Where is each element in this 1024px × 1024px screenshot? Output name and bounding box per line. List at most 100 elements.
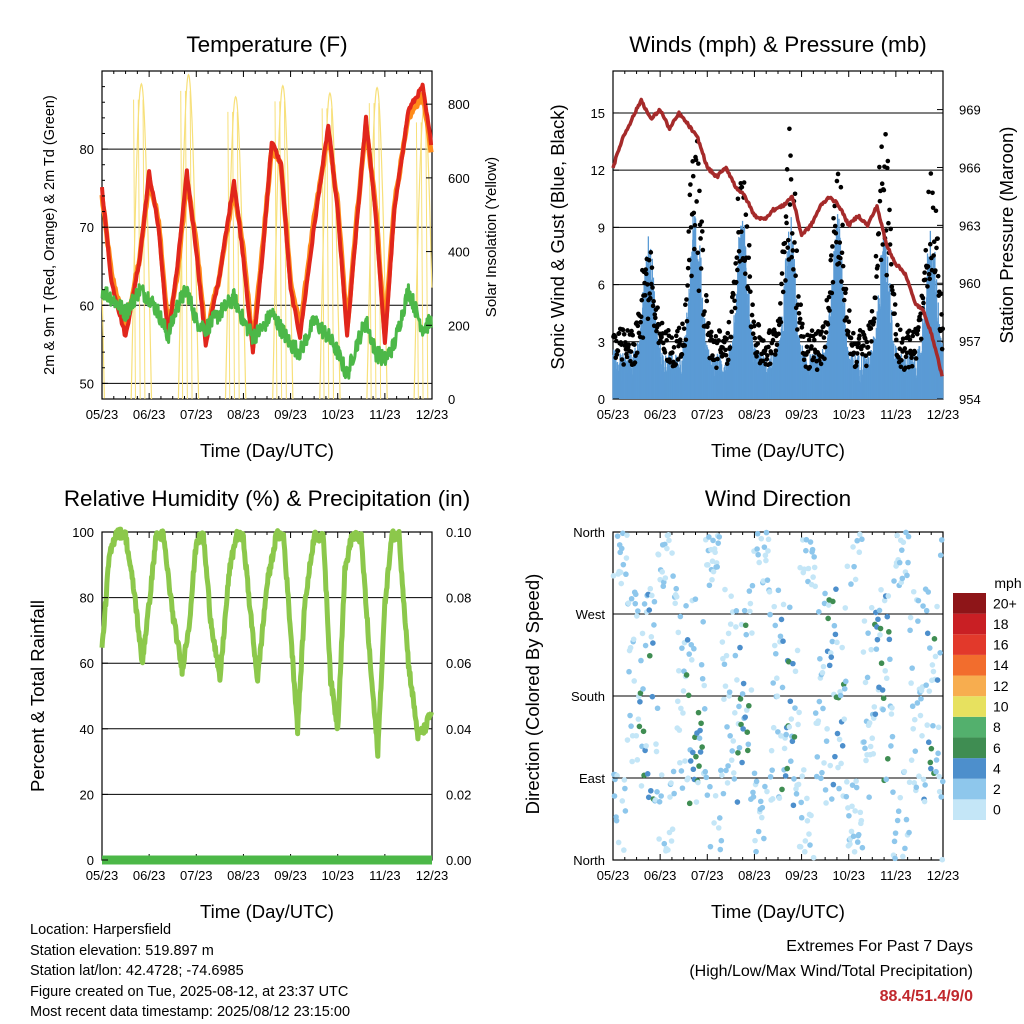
wind-direction-point	[655, 551, 662, 558]
wind-direction-point	[750, 789, 756, 796]
gust-point	[925, 264, 931, 269]
gust-point	[784, 220, 789, 226]
gust-point	[664, 338, 669, 343]
gust-point	[709, 329, 714, 335]
wind-direction-point	[733, 608, 740, 614]
wind-direction-point	[841, 716, 848, 722]
gust-point	[621, 331, 627, 337]
gust-point	[887, 207, 892, 213]
wind-direction-point	[930, 668, 937, 675]
gust-point	[632, 342, 637, 347]
wind-direction-point	[812, 710, 819, 716]
wind-direction-point	[803, 547, 809, 554]
gust-point	[735, 196, 741, 202]
gust-point	[843, 290, 848, 296]
gust-point	[831, 215, 836, 221]
wind-direction-point	[614, 772, 620, 779]
x-tick-label: 10/23	[832, 407, 865, 422]
gust-point	[939, 346, 945, 352]
gust-point	[714, 365, 719, 371]
y2-tick-label: 969	[959, 103, 981, 118]
gust-point	[774, 342, 780, 348]
wind-direction-point	[644, 771, 651, 777]
gust-point	[836, 261, 842, 266]
gust-point	[676, 325, 682, 331]
wind-direction-point	[687, 758, 694, 764]
wind-direction-point	[712, 549, 718, 556]
wind-direction-point	[690, 749, 696, 756]
wind-direction-point	[820, 663, 827, 670]
solar-spike	[184, 90, 188, 400]
wind-direction-point	[706, 582, 713, 589]
wind-direction-point	[640, 728, 647, 735]
gust-point	[871, 316, 877, 321]
wind-direction-point	[784, 765, 790, 772]
gust-point	[698, 236, 703, 241]
gust-point	[750, 331, 756, 336]
wind-direction-point	[921, 798, 928, 805]
gust-point	[744, 224, 750, 229]
x-tick-label: 12/23	[416, 868, 449, 883]
wind-direction-point	[767, 611, 773, 618]
wind-direction-point	[846, 812, 852, 819]
y-tick-label: 12	[591, 163, 605, 178]
x-axis-label: Time (Day/UTC)	[200, 440, 334, 461]
x-tick-label: 05/23	[597, 868, 630, 883]
gust-point	[834, 239, 839, 245]
wind-direction-point	[848, 828, 855, 835]
gust-point	[677, 341, 682, 346]
gust-point	[926, 189, 931, 195]
wind-direction-point	[903, 816, 910, 823]
y-tick-label: 60	[80, 298, 94, 313]
wind-direction-point	[715, 825, 722, 831]
wind-direction-point	[786, 724, 793, 730]
gust-point	[923, 248, 929, 253]
wind-direction-point	[832, 631, 839, 638]
gust-point	[914, 331, 920, 337]
wind-direction-point	[724, 780, 731, 786]
colorbar-label: 16	[993, 637, 1009, 653]
wind-direction-point	[862, 745, 868, 752]
panel-temperature: 05/23 06/23 07/23 08/23 09/23 10/23 11/23 12/23…	[42, 32, 500, 461]
wind-direction-point	[737, 644, 743, 651]
gust-point	[650, 285, 655, 290]
wind-direction-point	[834, 730, 841, 737]
wind-direction-point	[661, 840, 668, 847]
gust-point	[629, 328, 634, 334]
station-latlon: Station lat/lon: 42.4728; -74.6985	[30, 963, 244, 979]
wind-direction-point	[701, 706, 708, 712]
gust-point	[731, 292, 736, 297]
wind-direction-point	[888, 743, 894, 749]
wind-direction-point	[722, 586, 728, 593]
wind-direction-point	[651, 622, 657, 628]
wind-direction-point	[770, 680, 776, 686]
wind-direction-point	[802, 838, 809, 844]
wind-direction-point	[728, 757, 735, 763]
wind-direction-point	[810, 854, 817, 861]
gust-point	[652, 312, 658, 317]
wind-direction-point	[636, 723, 643, 730]
wind-direction-point	[828, 796, 835, 802]
wind-direction-point	[783, 731, 789, 738]
wind-direction-point	[653, 741, 659, 747]
gust-point	[785, 245, 791, 250]
wind-direction-point	[774, 693, 781, 700]
wind-direction-point	[726, 689, 733, 695]
gust-point	[717, 329, 723, 334]
gust-point	[822, 344, 828, 350]
gust-point	[897, 346, 903, 352]
wind-direction-point	[727, 733, 733, 739]
wind-direction-point	[856, 549, 863, 556]
wind-direction-point	[653, 748, 660, 755]
wind-direction-point	[758, 535, 765, 542]
gust-point	[839, 279, 844, 284]
colorbar-label: 6	[993, 740, 1001, 756]
wind-direction-point	[819, 769, 825, 776]
y2-tick-label: 0.10	[446, 525, 471, 540]
wind-direction-point	[877, 632, 883, 638]
gust-point	[752, 335, 758, 341]
wind-direction-point	[695, 709, 702, 716]
x-tick-label: 08/23	[738, 868, 771, 883]
gust-point	[748, 289, 753, 294]
gust-point	[615, 348, 621, 354]
